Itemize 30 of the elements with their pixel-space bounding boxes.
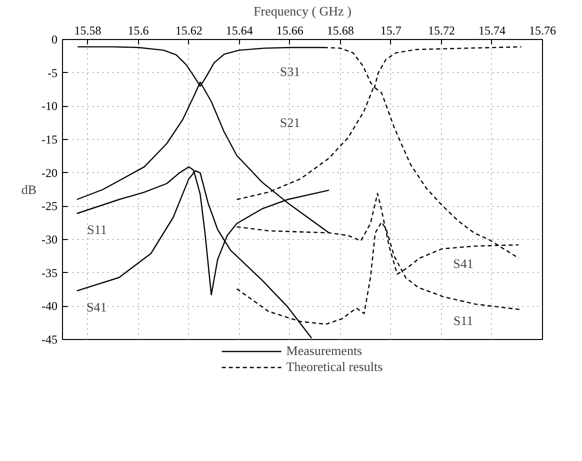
x-tick-label: 15.76 xyxy=(529,24,556,38)
x-tick-label: 15.62 xyxy=(175,24,202,38)
x-tick-label: 15.58 xyxy=(74,24,102,38)
y-axis-title: dB xyxy=(21,182,37,197)
y-tick-label: -20 xyxy=(42,166,58,180)
annotation: S21 xyxy=(280,114,300,130)
y-tick-label: -15 xyxy=(42,132,58,146)
y-tick-label: -40 xyxy=(42,299,58,314)
x-tick-label: 15.64 xyxy=(226,24,253,38)
y-tick-label: -45 xyxy=(42,332,58,346)
y-tick-label: 0 xyxy=(52,32,58,46)
x-axis-title: Frequency ( GHz ) xyxy=(254,4,352,18)
x-tick-label: 15.6 xyxy=(128,24,149,38)
x-tick-label: 15.68 xyxy=(326,24,354,38)
y-tick-label: -5 xyxy=(48,66,58,80)
annotation: S41 xyxy=(86,299,107,314)
y-tick-label: -30 xyxy=(42,232,58,246)
x-tick-label: 15.72 xyxy=(428,24,455,38)
y-tick-label: -35 xyxy=(42,266,58,280)
y-tick-label: -25 xyxy=(42,199,58,214)
x-tick-label: 15.7 xyxy=(380,24,402,38)
annotation: S11 xyxy=(453,312,474,328)
annotation: S41 xyxy=(453,256,474,272)
x-tick-label: 15.66 xyxy=(276,24,304,38)
x-tick-label: 15.74 xyxy=(478,24,506,38)
annotation: S11 xyxy=(87,222,107,237)
y-tick-label: -10 xyxy=(42,99,58,114)
annotation: S31 xyxy=(280,64,300,80)
legend-label: Theoretical results xyxy=(286,359,383,375)
legend-label: Measurements xyxy=(286,343,362,359)
